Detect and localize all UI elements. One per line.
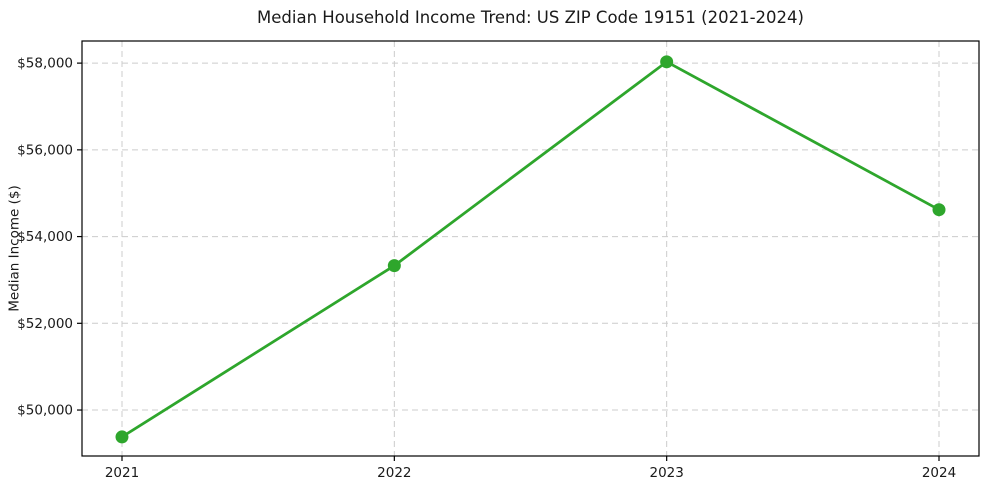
data-point-marker xyxy=(932,203,946,217)
data-point-marker xyxy=(660,55,674,69)
x-tick-label: 2021 xyxy=(105,465,139,481)
data-point-marker xyxy=(387,259,401,273)
x-tick-label: 2022 xyxy=(377,465,411,481)
data-point-marker xyxy=(115,430,129,444)
y-tick-label: $52,000 xyxy=(17,316,73,332)
y-tick-label: $58,000 xyxy=(17,56,73,72)
y-tick-label: $50,000 xyxy=(17,403,73,419)
x-tick-label: 2023 xyxy=(649,465,683,481)
income-trend-line xyxy=(120,60,941,439)
chart-title: Median Household Income Trend: US ZIP Co… xyxy=(257,8,804,27)
x-tick-label: 2024 xyxy=(922,465,956,481)
y-tick-label: $56,000 xyxy=(17,142,73,158)
y-tick-label: $54,000 xyxy=(17,229,73,245)
plot-border xyxy=(81,40,980,457)
